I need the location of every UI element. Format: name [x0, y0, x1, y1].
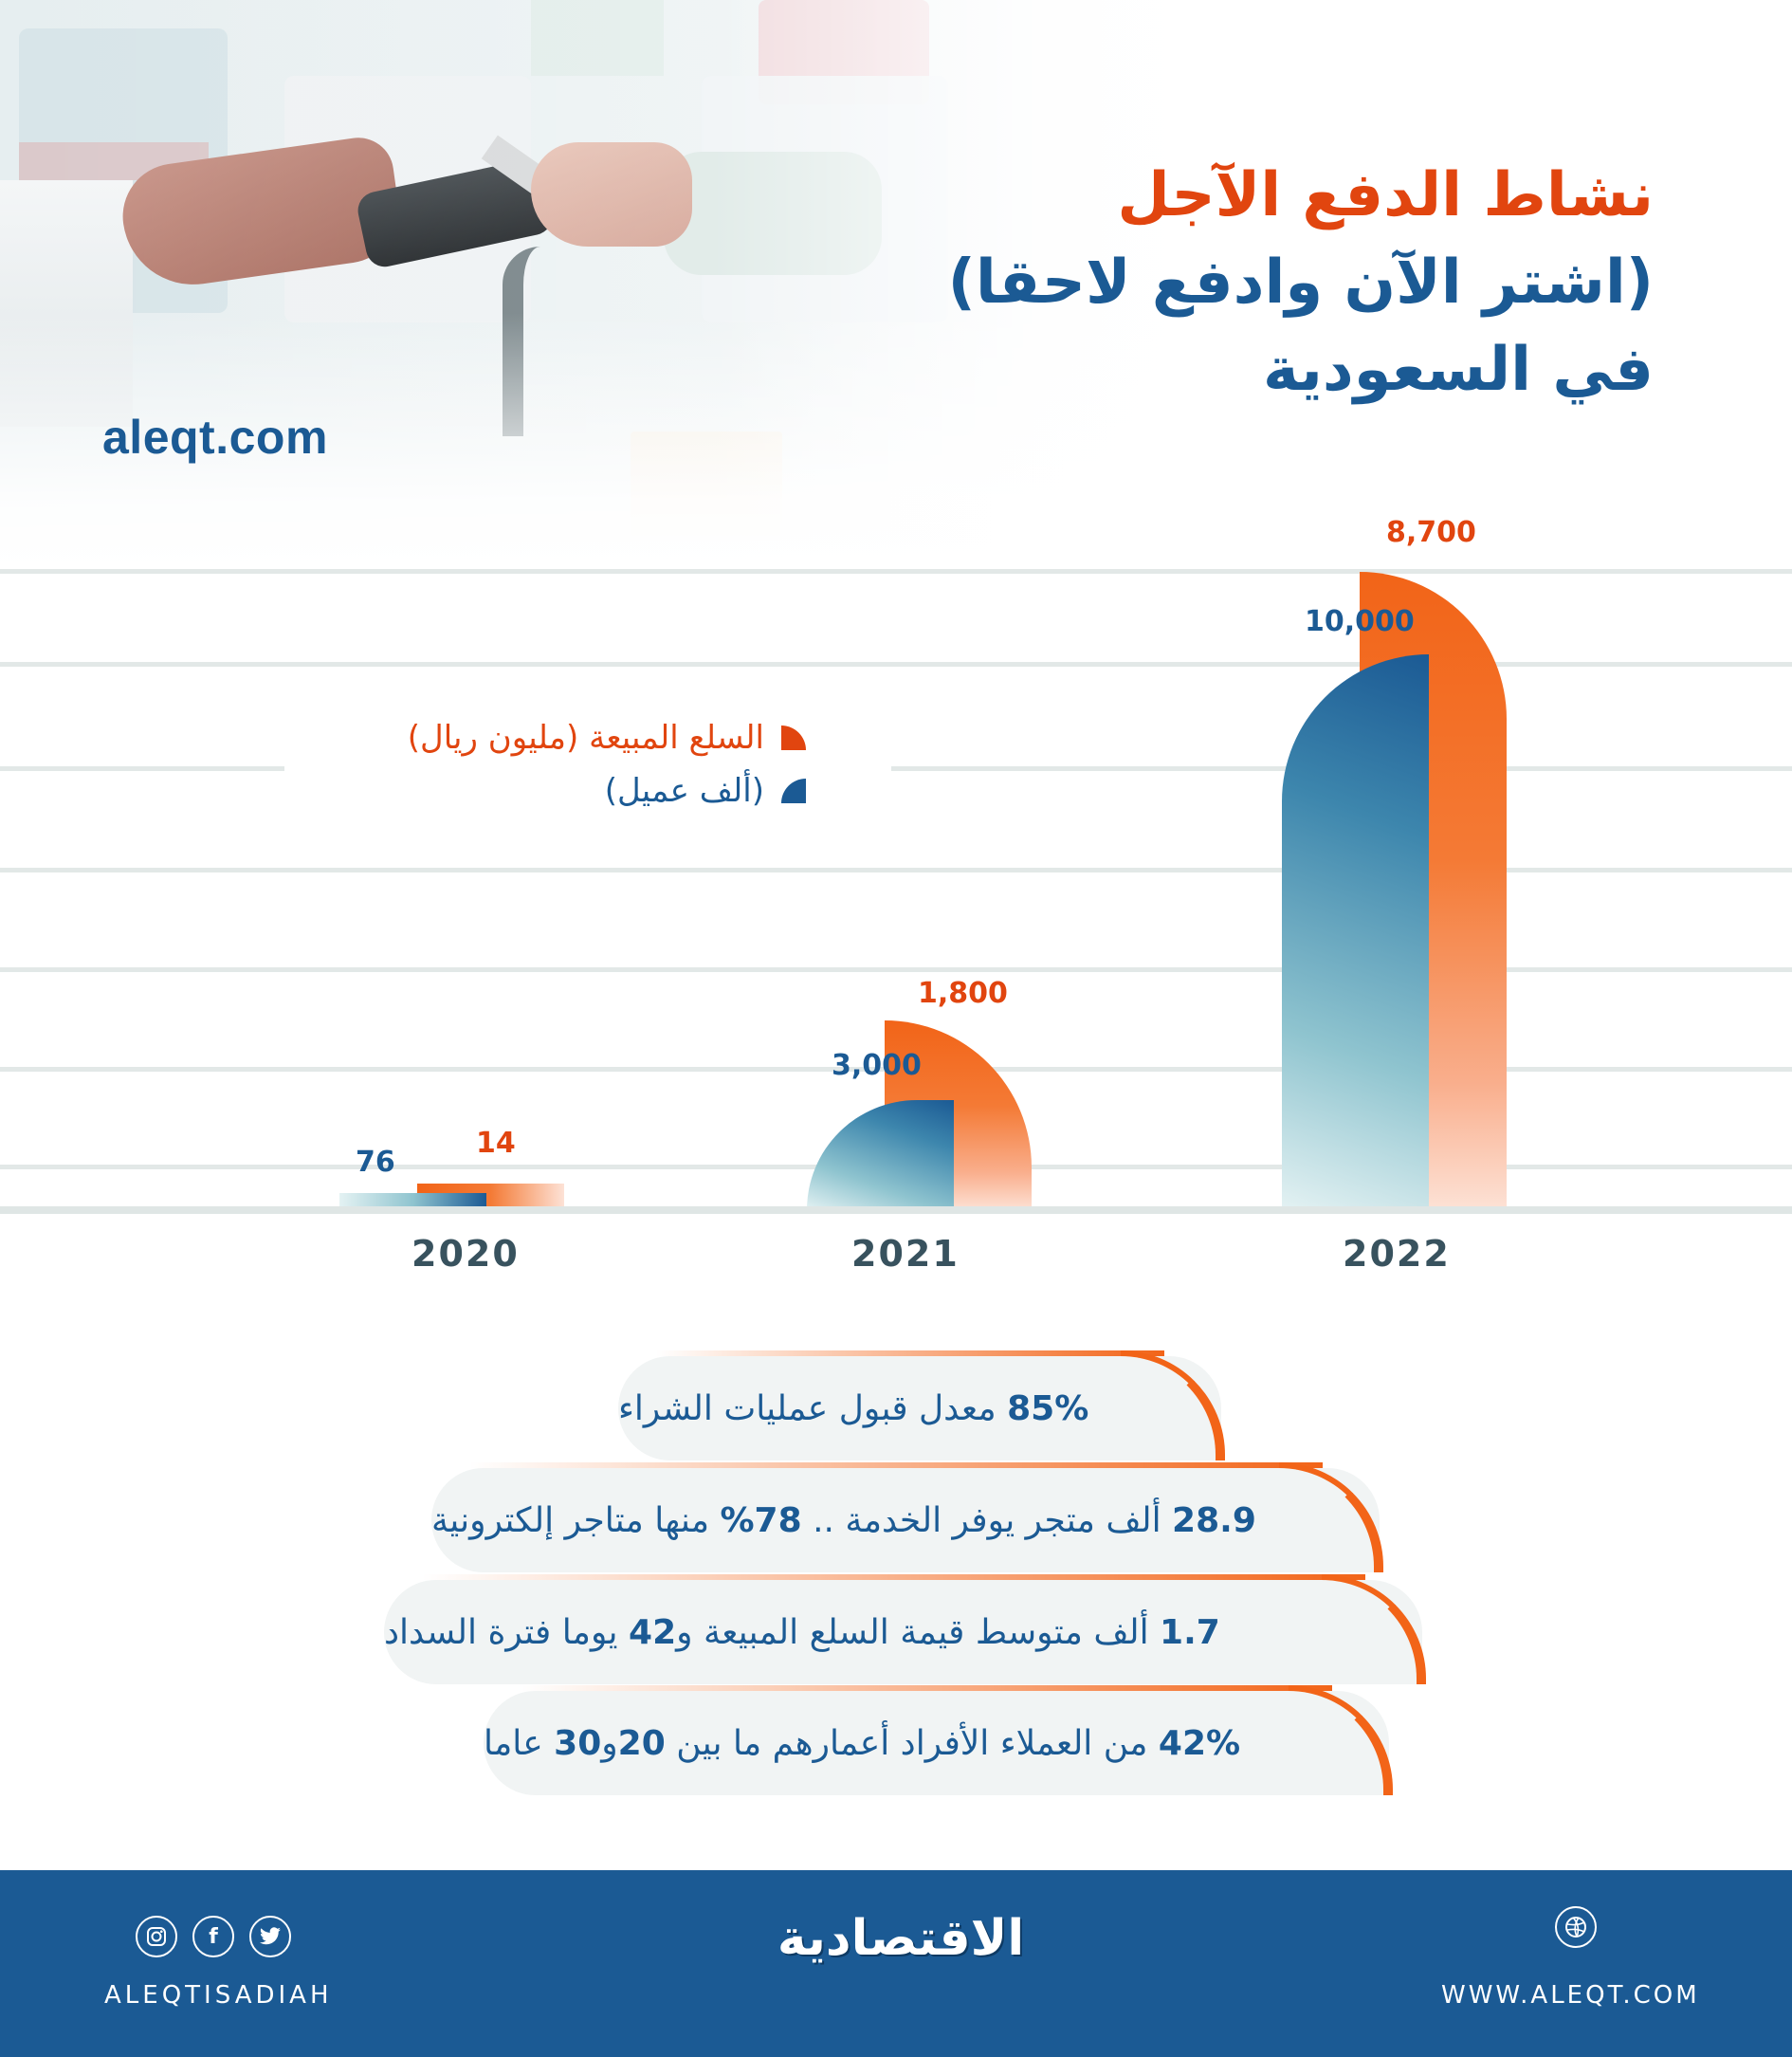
page-title: نشاط الدفع الآجل (اشتر الآن وادفع لاحقا)… [948, 152, 1654, 413]
bar-chart: السلع المبيعة (مليون ريال) (ألف عميل) 76… [0, 516, 1792, 1280]
bar-2020-customers [339, 1193, 486, 1210]
title-line-3: في السعودية [1263, 335, 1654, 405]
legend-item-customers: (ألف عميل) [408, 764, 806, 817]
globe-icon[interactable] [1555, 1906, 1597, 1948]
instagram-icon[interactable] [136, 1916, 177, 1957]
value-2020-customers: 76 [356, 1146, 395, 1179]
brand-logo: الاقتصادية [777, 1910, 1025, 1967]
year-label-2020: 2020 [411, 1233, 520, 1275]
legend-swatch-blue-icon [781, 779, 806, 803]
title-line-2: (اشتر الآن وادفع لاحقا) [947, 248, 1654, 318]
social-handle: ALEQTISADIAH [104, 1981, 333, 2010]
value-2020-goods: 14 [476, 1127, 516, 1160]
year-label-2022: 2022 [1343, 1233, 1451, 1275]
hero-photo [0, 0, 1792, 569]
stat-age-range: 42% من العملاء الأفراد أعمارهم ما بين 20… [484, 1685, 1393, 1795]
bar-2022-customers [1282, 654, 1429, 1210]
footer: f ALEQTISADIAH الاقتصادية WWW.ALEQT.COM [0, 1870, 1792, 2057]
value-2021-customers: 3,000 [832, 1049, 922, 1082]
value-2022-customers: 10,000 [1305, 605, 1415, 638]
gridline [0, 662, 1792, 667]
gridline [0, 766, 1792, 771]
gridline [0, 868, 1792, 872]
bar-2021-customers [807, 1100, 954, 1210]
gridline [0, 967, 1792, 972]
facebook-icon[interactable]: f [192, 1916, 234, 1957]
site-url: aleqt.com [102, 411, 328, 464]
title-line-1: نشاط الدفع الآجل [1117, 160, 1654, 230]
stat-approval-rate: 85% معدل قبول عمليات الشراء [618, 1350, 1225, 1460]
twitter-icon[interactable] [249, 1916, 291, 1957]
stat-average-value: 1.7 ألف متوسط قيمة السلع المبيعة و42 يوم… [384, 1574, 1426, 1684]
legend-item-goods: السلع المبيعة (مليون ريال) [408, 711, 806, 764]
stat-stores: 28.9 ألف متجر يوفر الخدمة .. 78% منها مت… [431, 1462, 1383, 1572]
legend-swatch-orange-icon [781, 725, 806, 750]
website-link[interactable]: WWW.ALEQT.COM [1441, 1981, 1700, 2010]
value-2021-goods: 1,800 [918, 977, 1008, 1010]
chart-baseline [0, 1206, 1792, 1214]
year-label-2021: 2021 [851, 1233, 960, 1275]
value-2022-goods: 8,700 [1386, 516, 1476, 549]
gridline [0, 569, 1792, 574]
chart-legend: السلع المبيعة (مليون ريال) (ألف عميل) [408, 711, 806, 817]
social-links: f [136, 1916, 291, 1957]
